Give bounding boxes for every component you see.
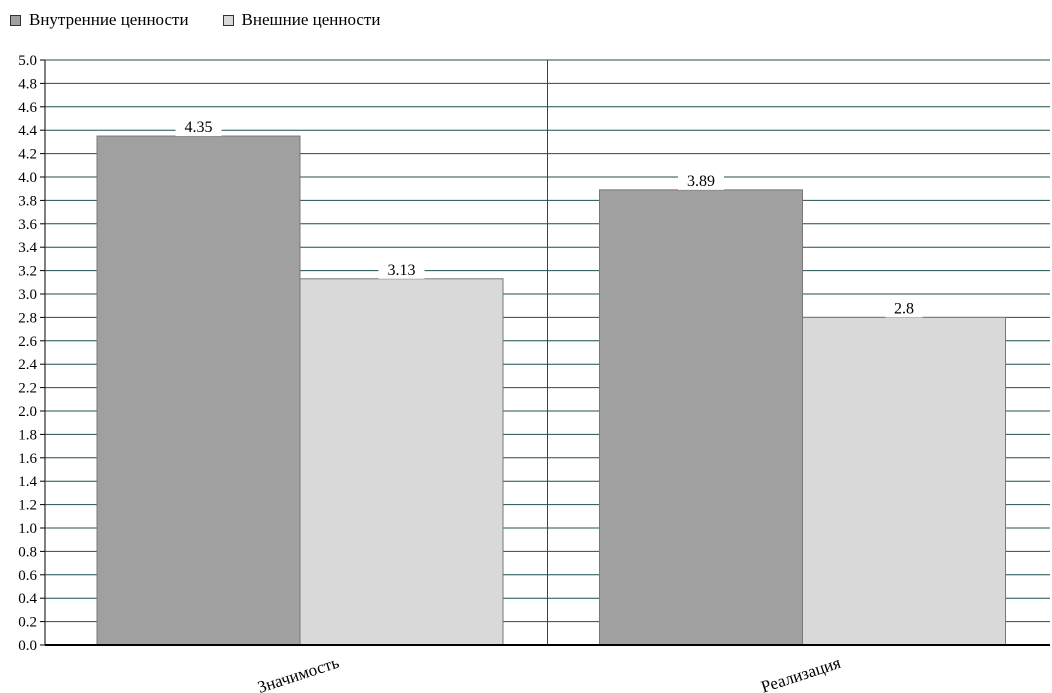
x-tick-label: Значимость [255,653,342,693]
legend: Внутренние ценности Внешние ценности [10,9,414,31]
legend-swatch-internal [10,14,21,26]
data-label-bg [378,260,425,279]
legend-label-external: Внешние ценности [241,10,381,29]
bar [299,278,504,646]
y-tick-label: 4.8 [18,76,37,92]
y-tick-label: 3.4 [18,240,37,256]
y-tick-label: 4.6 [18,100,37,116]
y-tick-label: 3.6 [18,217,37,233]
y-tick-label: 2.0 [18,404,37,420]
y-tick-label: 0.0 [18,638,37,654]
y-tick-label: 0.4 [18,591,37,607]
y-tick-label: 3.8 [18,193,37,209]
y-tick-label: 0.2 [18,615,37,631]
x-tick-label: Реализация [759,653,844,693]
data-label: 3.13 [388,262,416,279]
bar [96,135,301,646]
y-tick-label: 0.8 [18,544,37,560]
data-label-bg [175,118,222,137]
y-tick-label: 1.4 [18,474,37,490]
y-tick-label: 2.2 [18,381,37,397]
legend-swatch-external [222,14,234,26]
y-tick-label: 4.0 [18,170,37,186]
legend-item-internal-values: Внутренние ценности [10,10,189,30]
y-tick-label: 2.8 [18,310,37,326]
data-label-bg [885,299,923,318]
data-label: 3.89 [687,173,715,190]
y-tick-label: 5.0 [18,53,37,69]
y-tick-label: 3.2 [18,264,37,280]
y-tick-label: 1.2 [18,498,37,514]
y-tick-label: 0.6 [18,568,37,584]
y-tick-label: 1.6 [18,451,37,467]
legend-item-external-values: Внешние ценности [222,10,381,30]
y-tick-label: 3.0 [18,287,37,303]
y-tick-label: 1.0 [18,521,37,537]
legend-label-internal: Внутренние ценности [29,10,189,29]
y-tick-label: 4.4 [18,123,37,139]
y-tick-label: 1.8 [18,427,37,443]
data-label: 4.35 [185,119,213,136]
y-tick-label: 2.4 [18,357,37,373]
y-tick-label: 2.6 [18,334,37,350]
data-label: 2.8 [894,300,914,317]
bar [802,316,1006,646]
y-tick-label: 4.2 [18,147,37,163]
bar [599,189,803,646]
data-label-bg [678,171,724,190]
